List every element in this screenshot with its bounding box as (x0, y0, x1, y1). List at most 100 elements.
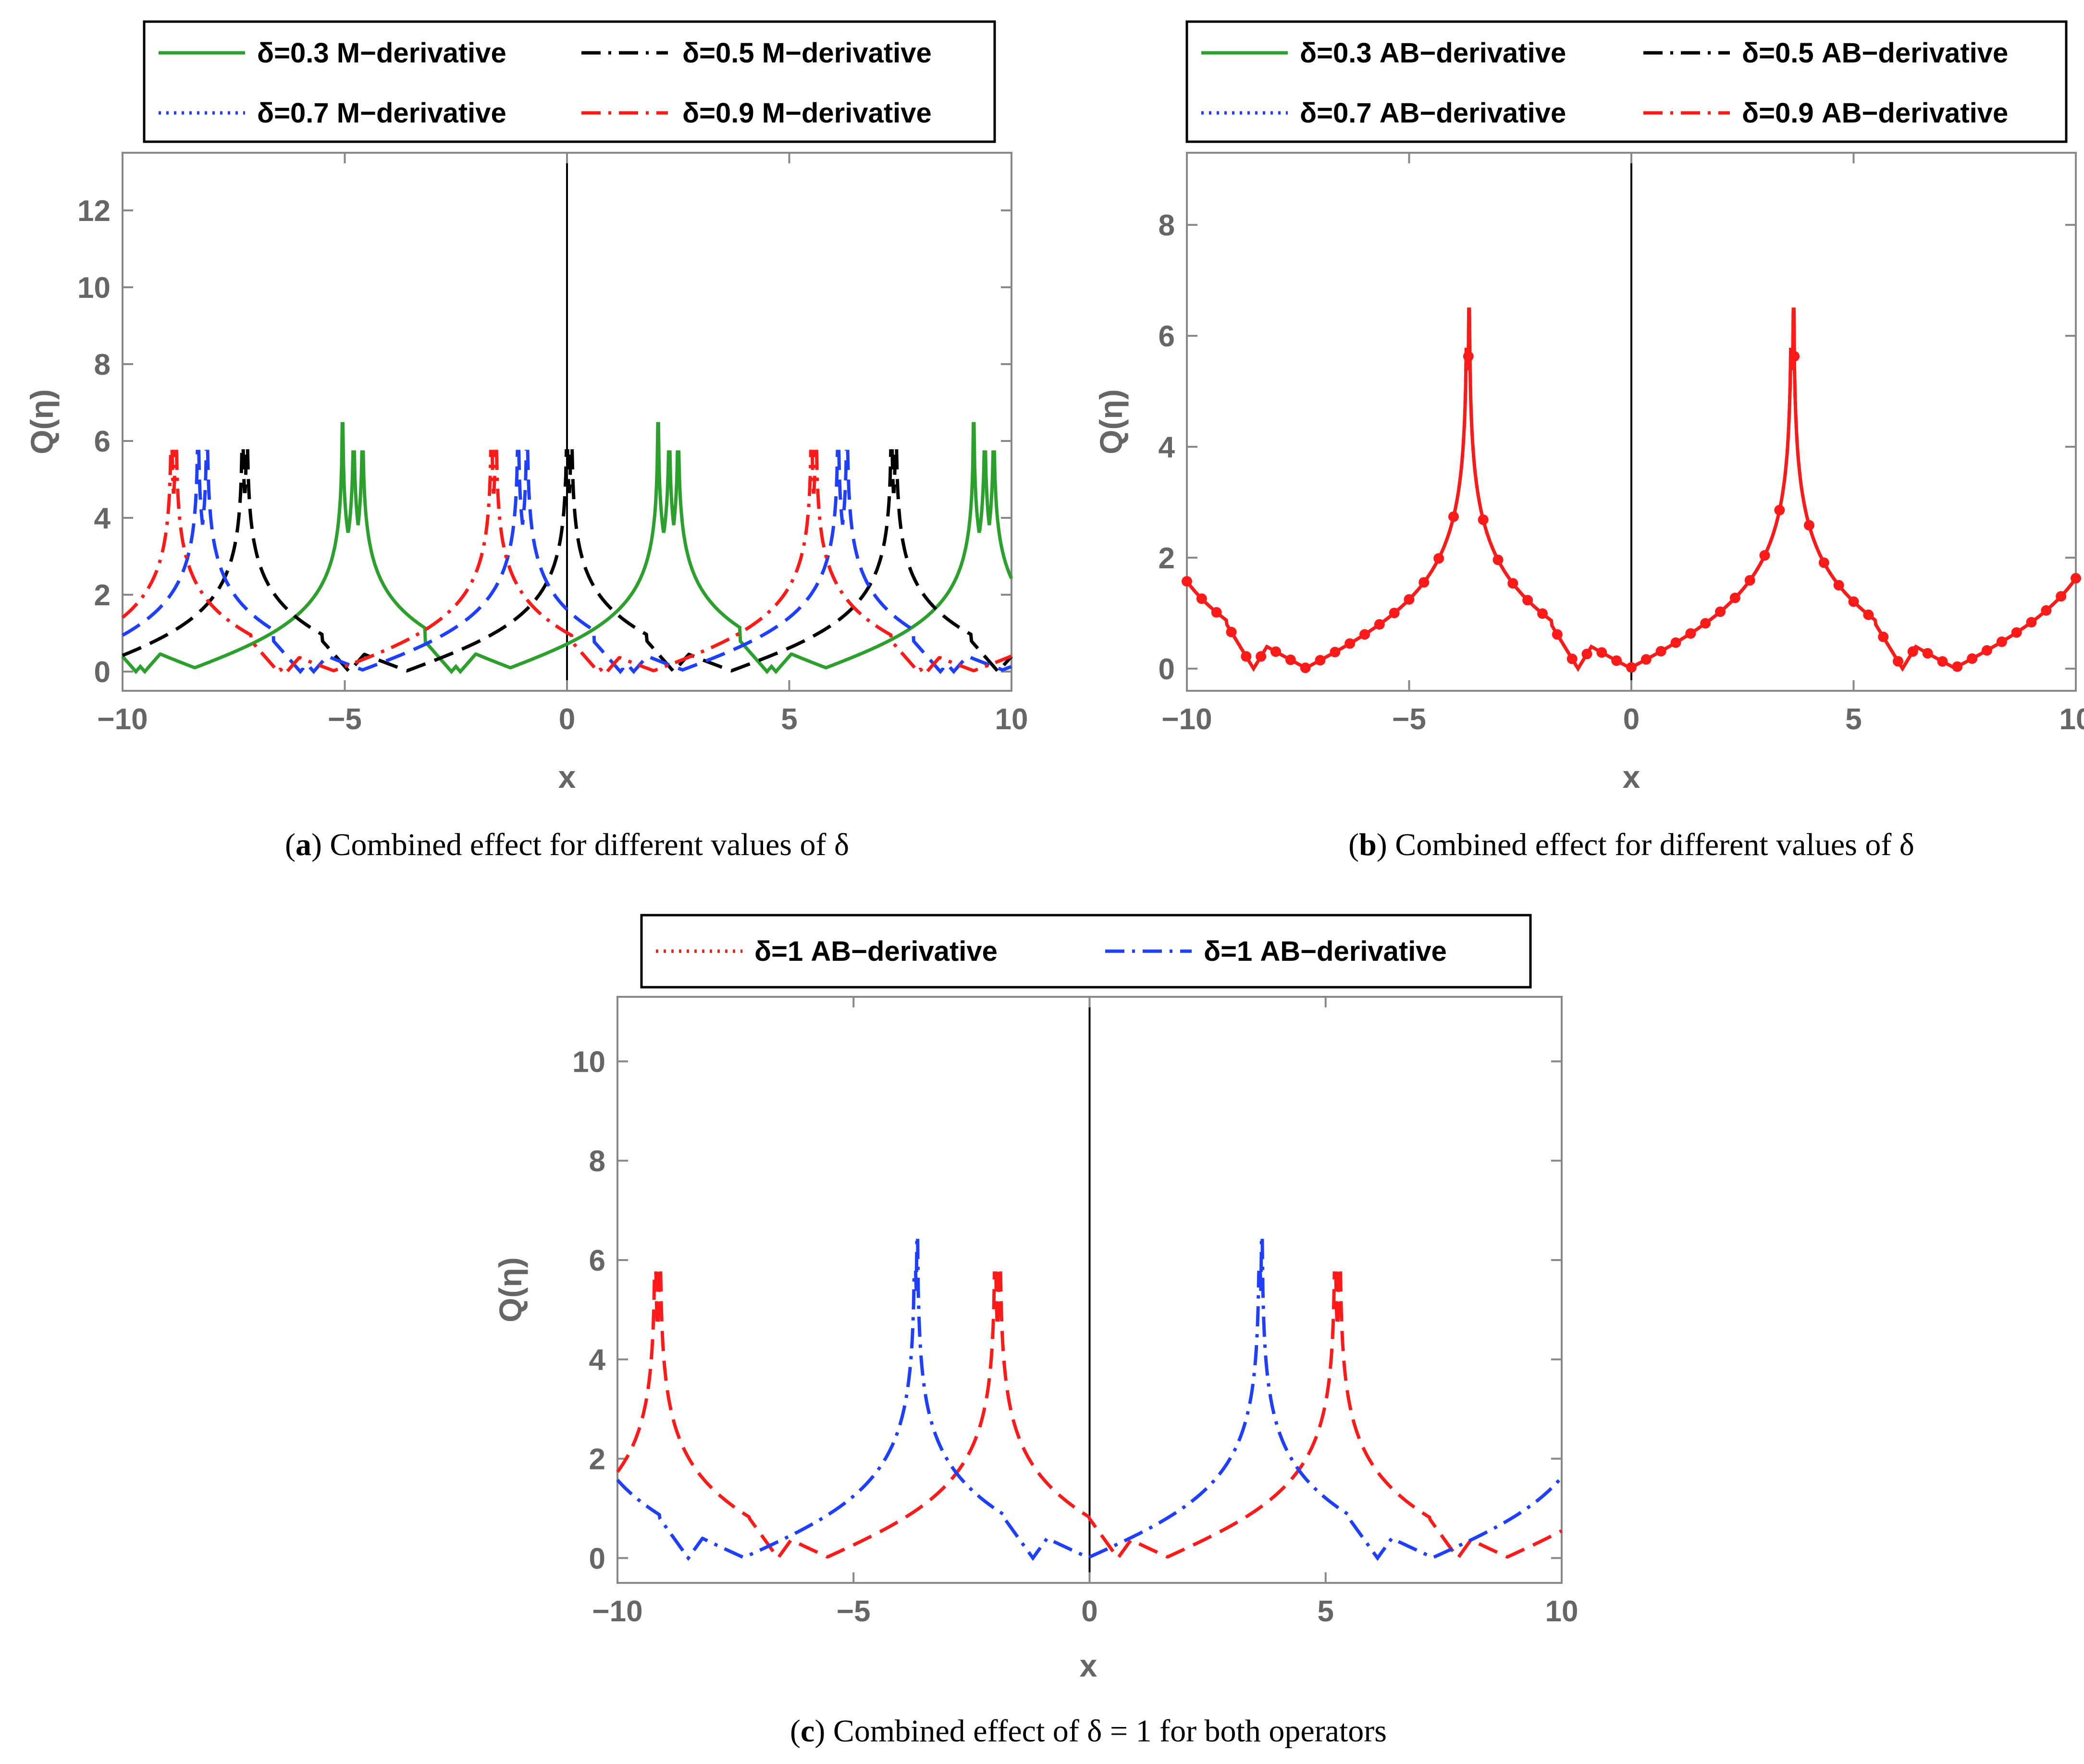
series-marker (1818, 557, 1829, 568)
series-marker (1789, 351, 1800, 362)
series-marker (1211, 607, 1222, 618)
y-tick-label: 10 (572, 1045, 605, 1078)
y-tick-label: 6 (1159, 320, 1175, 353)
series-marker (1404, 594, 1415, 605)
caption-c: (c) Combined effect of δ = 1 for both op… (790, 1714, 1387, 1749)
y-tick-label: 8 (94, 348, 111, 381)
x-tick-label: 5 (781, 703, 797, 736)
series-marker (1389, 607, 1400, 618)
x-tick-label: 5 (1318, 1595, 1334, 1628)
x-tick-label: 0 (1623, 703, 1640, 736)
series-marker (1256, 651, 1267, 662)
series-marker (1937, 656, 1948, 667)
series-marker (2071, 573, 2081, 584)
series-marker (2026, 617, 2037, 628)
series-marker (1344, 638, 1356, 649)
series-marker (1330, 647, 1341, 658)
series-marker (1226, 626, 1237, 637)
series-marker (1922, 648, 1933, 659)
series-marker (1967, 653, 1978, 664)
legend-c-label-0: δ=1 AB−derivative (754, 936, 998, 967)
series-marker (1182, 576, 1192, 587)
panel-b-chart: δ=0.3 AB−derivative δ=0.5 AB−derivative … (1093, 20, 2084, 862)
series-marker (1863, 609, 1874, 620)
panel-a-chart: δ=0.3 M−derivative δ=0.5 M−derivative δ=… (24, 20, 1028, 862)
y-axis-label-a: Q(η) (24, 389, 60, 454)
x-axis-label-c: x (1080, 1648, 1097, 1683)
series-marker (1715, 606, 1726, 617)
series-marker (1952, 661, 1963, 672)
series-marker (1982, 645, 1992, 656)
series-marker (1270, 646, 1281, 657)
series-marker (1700, 618, 1711, 629)
x-tick-label: −10 (97, 703, 148, 736)
series-marker (1596, 647, 1607, 658)
y-tick-label: 12 (77, 195, 111, 228)
x-tick-label: 10 (995, 703, 1028, 736)
series-marker (1744, 575, 1755, 586)
series-marker (1241, 651, 1252, 662)
x-tick-label: −5 (837, 1595, 871, 1628)
series-line-c-0 (616, 1271, 1563, 1561)
series-marker (1655, 646, 1666, 657)
x-tick-label: −5 (328, 703, 362, 736)
series-marker (1729, 592, 1740, 603)
series-line-a-1 (122, 449, 1013, 674)
legend-a-label-3: δ=0.9 M−derivative (682, 98, 932, 129)
y-tick-label: 0 (1159, 653, 1175, 686)
y-axis-label-b: Q(η) (1093, 389, 1129, 454)
series-marker (1300, 662, 1311, 674)
y-axis-label-c: Q(η) (493, 1257, 528, 1323)
x-axis-label-a: x (558, 759, 576, 795)
series-marker (1893, 656, 1903, 667)
series-line-a-3 (121, 450, 1012, 674)
series-marker (1492, 554, 1504, 565)
y-tick-label: 2 (589, 1443, 605, 1476)
series-line-a-0 (121, 422, 1013, 674)
series-marker (1418, 577, 1430, 588)
series-marker (1774, 504, 1785, 515)
series-marker (1804, 520, 1814, 531)
series-marker (1433, 553, 1444, 564)
series-marker (1685, 628, 1696, 639)
legend-a-label-2: δ=0.7 M−derivative (257, 98, 506, 129)
series-marker (1640, 654, 1652, 665)
y-tick-label: 8 (589, 1145, 605, 1178)
y-tick-label: 2 (1159, 542, 1175, 575)
series-marker (2041, 605, 2052, 616)
y-tick-label: 6 (94, 425, 111, 458)
series-marker (1359, 629, 1370, 640)
legend-a-label-0: δ=0.3 M−derivative (257, 37, 506, 69)
series-marker (2011, 627, 2022, 638)
series-marker (1566, 653, 1578, 664)
series-marker (1581, 649, 1592, 660)
series-marker (1907, 646, 1918, 657)
series-marker (1552, 629, 1563, 640)
legend-box-c: δ=1 AB−derivative δ=1 AB−derivative (640, 914, 1532, 989)
legend-b-label-2: δ=0.7 AB−derivative (1300, 98, 1566, 129)
caption-b: (b) Combined effect for different values… (1348, 827, 1914, 862)
legend-b-label-3: δ=0.9 AB−derivative (1742, 98, 2008, 129)
panel-c-chart: δ=1 AB−derivative δ=1 AB−derivative −10 −… (493, 914, 1578, 1749)
series-marker (1463, 351, 1474, 362)
series-marker (1878, 631, 1889, 642)
x-tick-label: −10 (1161, 703, 1212, 736)
legend-c-label-1: δ=1 AB−derivative (1204, 936, 1447, 967)
series-marker (1315, 655, 1326, 666)
series-marker (1448, 511, 1459, 522)
y-tick-label: 6 (589, 1244, 605, 1277)
y-tick-label: 0 (589, 1542, 605, 1575)
series-marker (1507, 578, 1518, 589)
x-tick-label: 10 (1545, 1595, 1578, 1628)
y-tick-label: 4 (94, 502, 111, 535)
series-line-c-1 (616, 1235, 1563, 1561)
y-tick-label: 0 (94, 656, 111, 689)
series-marker (1626, 662, 1637, 673)
x-tick-label: −10 (592, 1595, 642, 1628)
series-marker (2056, 591, 2067, 602)
y-tick-label: 4 (1159, 431, 1175, 464)
caption-a: (a) Combined effect for different values… (285, 827, 849, 862)
series-marker (1833, 580, 1844, 591)
legend-box-a: δ=0.3 M−derivative δ=0.5 M−derivative δ=… (143, 20, 996, 143)
x-tick-label: 5 (1845, 703, 1862, 736)
